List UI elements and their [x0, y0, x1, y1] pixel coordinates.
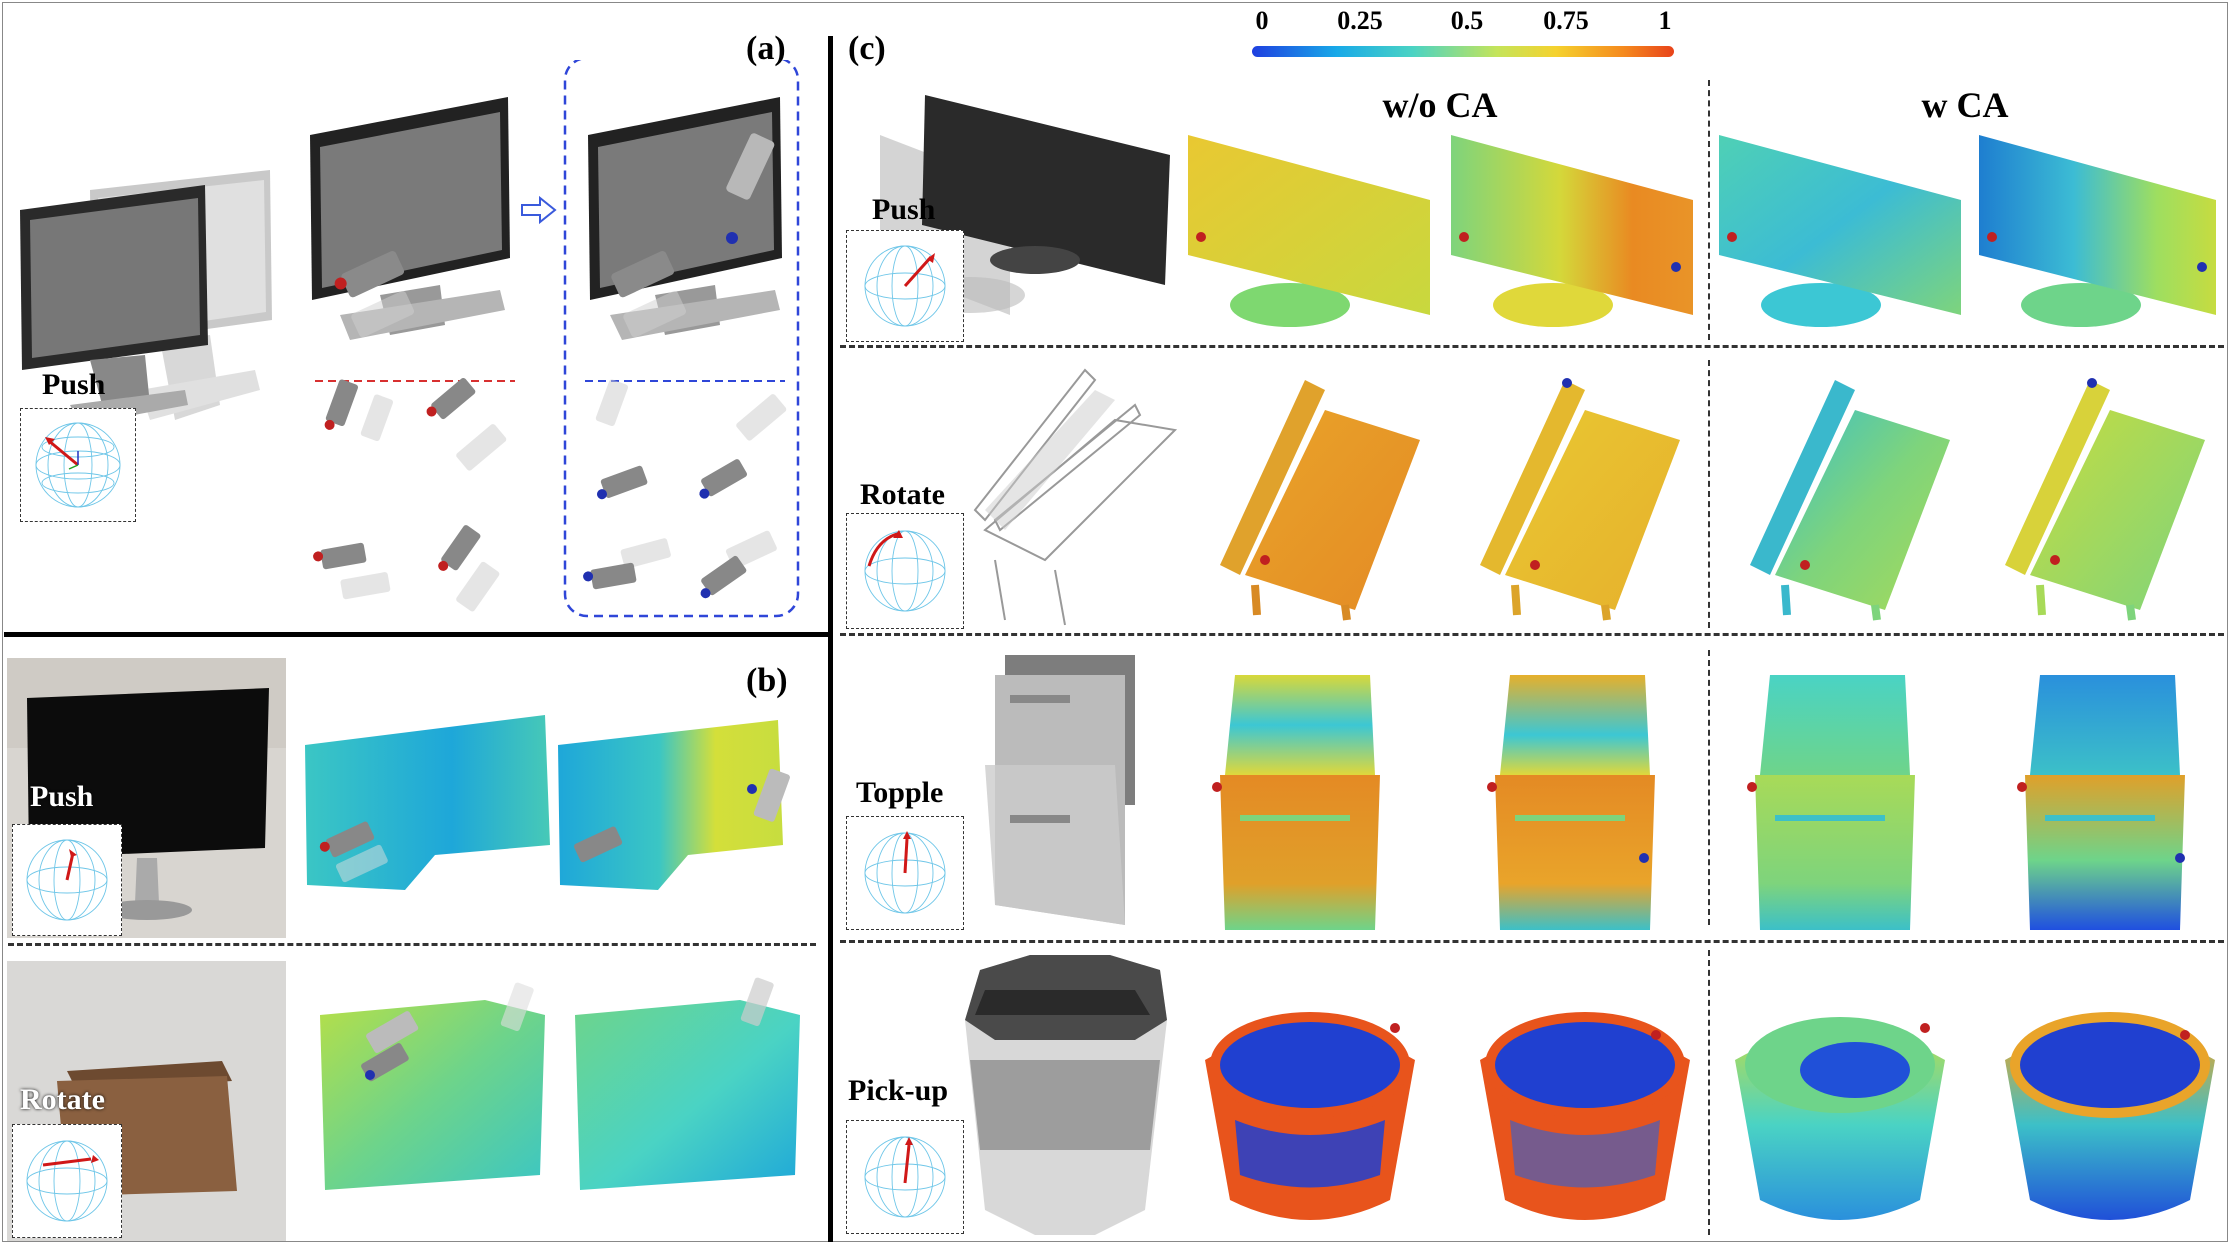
- row-push-heatmap-woca-1: [1185, 135, 1440, 345]
- row-pickup-heatmap-wca-2: [1995, 1000, 2225, 1235]
- direction-sphere-icon: [864, 245, 946, 327]
- column-header-without-ca: w/o CA: [1382, 85, 1498, 125]
- row-push-heatmap-wca-1: [1716, 135, 1971, 345]
- row-separator-1: [840, 345, 2224, 348]
- row-topple-heatmap-wca-1: [1740, 670, 1920, 935]
- direction-sphere-icon: [864, 530, 946, 612]
- direction-sphere-icon: [26, 839, 108, 921]
- panel-a-direction-sphere: [20, 408, 136, 522]
- panel-b-label-rotate: Rotate: [20, 1083, 105, 1116]
- colorbar-tick-075: 0.75: [1543, 6, 1589, 35]
- row-topple-object: [975, 645, 1155, 930]
- row-pickup-label: Pick-up: [848, 1074, 949, 1107]
- colorbar-tick-0: 0: [1255, 6, 1269, 35]
- direction-sphere-icon: [35, 422, 121, 508]
- row-push-heatmap-wca-2: [1976, 135, 2226, 345]
- panel-c-tag: (c): [848, 30, 886, 67]
- panel-b-sphere-rotate: [12, 1124, 122, 1238]
- column-divider-4: [1708, 950, 1710, 1235]
- row-pickup-object: [955, 950, 1175, 1240]
- row-rotate-object: [965, 360, 1185, 630]
- row-separator-3: [840, 940, 2224, 943]
- row-pickup-heatmap-woca-1: [1195, 1000, 1425, 1235]
- row-pickup-heatmap-woca-2: [1470, 1000, 1700, 1235]
- panel-b-sphere-push: [12, 824, 122, 936]
- gripper-grid-right: [583, 379, 787, 599]
- row-rotate-heatmap-woca-2: [1475, 365, 1715, 625]
- monitor-solid: [20, 185, 208, 425]
- row-pickup-heatmap-wca-1: [1725, 1000, 1955, 1235]
- row-push-label: Push: [872, 193, 936, 226]
- column-header-with-ca: w CA: [1921, 85, 2009, 125]
- panel-a-tag: (a): [746, 30, 786, 67]
- row-rotate-heatmap-wca-1: [1745, 365, 1985, 625]
- panel-b-heatmap-rotate-1: [305, 975, 560, 1205]
- colorbar-tick-1: 1: [1658, 6, 1672, 35]
- row-rotate-heatmap-woca-1: [1215, 365, 1455, 625]
- direction-sphere-icon: [864, 1136, 946, 1218]
- panel-b-heatmap-rotate-2: [560, 975, 815, 1205]
- row-push-heatmap-woca-2: [1448, 135, 1703, 345]
- colorbar-tick-05: 0.5: [1450, 6, 1484, 35]
- column-divider-2: [1708, 360, 1710, 628]
- monitor-middle: [310, 97, 510, 340]
- panel-b-heatmap-push-2: [548, 705, 818, 895]
- panel-b-tag: (b): [746, 662, 788, 699]
- panel-b-label-push: Push: [30, 780, 94, 813]
- row-topple-heatmap-woca-2: [1480, 670, 1660, 935]
- monitor-right: [588, 97, 782, 340]
- row-topple-heatmap-wca-2: [2010, 670, 2190, 935]
- divider-horizontal-left: [4, 632, 830, 637]
- row-topple-sphere: [846, 816, 964, 930]
- row-push-sphere: [846, 230, 964, 342]
- row-topple-heatmap-woca-1: [1205, 670, 1385, 935]
- panel-a-label-push: Push: [42, 368, 106, 401]
- row-rotate-heatmap-wca-2: [2000, 365, 2225, 625]
- gripper-grid-left: [313, 377, 507, 612]
- divider-vertical-main: [828, 36, 833, 1242]
- direction-sphere-icon: [864, 831, 946, 914]
- row-rotate-label: Rotate: [860, 478, 945, 511]
- row-pickup-sphere: [846, 1120, 964, 1234]
- column-divider-1: [1708, 80, 1710, 340]
- panel-b-heatmap-push-1: [295, 705, 555, 895]
- colorbar-tick-025: 0.25: [1337, 6, 1383, 35]
- row-separator-2: [840, 633, 2224, 636]
- colorbar: [1252, 46, 1674, 57]
- direction-sphere-icon: [26, 1140, 108, 1222]
- panel-b-row-separator: [8, 943, 816, 946]
- row-rotate-sphere: [846, 513, 964, 629]
- row-topple-label: Topple: [856, 776, 944, 809]
- panel-a-figure: [10, 60, 810, 620]
- column-divider-3: [1708, 650, 1710, 925]
